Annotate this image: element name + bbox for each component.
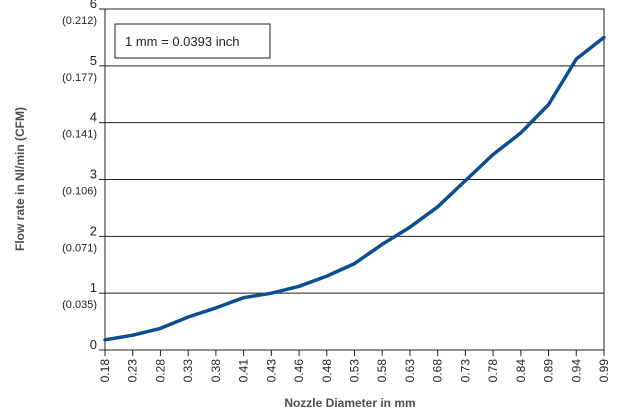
x-tick-label-0.23: 0.23 (126, 359, 140, 383)
data-point-0.48 (325, 274, 328, 278)
x-tick-label-0.46: 0.46 (292, 359, 306, 383)
x-tick-label-0.78: 0.78 (486, 359, 500, 383)
x-tick-label-0.33: 0.33 (181, 359, 195, 383)
x-tick-label-0.58: 0.58 (375, 359, 389, 383)
data-point-0.28 (159, 327, 162, 330)
x-tick-label-0.28: 0.28 (153, 359, 167, 383)
x-tick-label-0.68: 0.68 (431, 359, 445, 383)
y-tick-label-1: 1 (90, 280, 97, 295)
conversion-note-text: 1 mm = 0.0393 inch (125, 34, 240, 49)
y-tick-label-0: 0 (90, 337, 97, 352)
x-tick-label-0.53: 0.53 (348, 359, 362, 383)
x-axis-label: Nozzle Diameter in mm (284, 396, 415, 410)
data-point-0.99 (602, 36, 606, 39)
data-point-0.43 (270, 291, 273, 295)
data-point-0.41 (242, 296, 245, 299)
x-tick-label-0.99: 0.99 (597, 359, 611, 383)
y-axis-label: Flow rate in Nl/min (CFM) (13, 107, 27, 251)
series-line-0 (103, 35, 606, 342)
data-point-0.46 (297, 285, 301, 288)
y-tick-sublabel-4: (0.141) (62, 129, 97, 141)
y-tick-label-3: 3 (90, 167, 97, 182)
data-point-0.38 (214, 306, 218, 310)
y-tick-label-6: 6 (90, 0, 97, 11)
data-point-0.53 (353, 262, 356, 265)
x-tick-label-0.63: 0.63 (403, 359, 417, 383)
y-tick-sublabel-6: (0.212) (62, 15, 97, 27)
y-tick-sublabel-3: (0.106) (62, 186, 97, 198)
y-tick-sublabel-5: (0.177) (62, 72, 97, 84)
data-point-0.84 (519, 131, 523, 135)
y-tick-sublabel-1: (0.035) (62, 299, 97, 311)
x-tick-label-0.41: 0.41 (237, 359, 251, 383)
data-point-0.78 (491, 153, 495, 156)
y-tick-label-5: 5 (90, 53, 97, 68)
x-tick-label-0.89: 0.89 (542, 359, 556, 383)
y-tick-label-4: 4 (90, 110, 97, 125)
x-tick-label-0.84: 0.84 (514, 359, 528, 383)
x-tick-label-0.73: 0.73 (458, 359, 472, 383)
series-layer (103, 35, 606, 342)
x-tick-label-0.43: 0.43 (264, 359, 278, 383)
x-tick-label-0.48: 0.48 (320, 359, 334, 383)
conversion-note: 1 mm = 0.0393 inch (114, 23, 271, 59)
data-point-0.18 (103, 338, 107, 341)
data-point-0.58 (381, 243, 384, 246)
y-tick-label-2: 2 (90, 223, 97, 238)
grid-lines (99, 8, 604, 351)
x-tick-label-0.18: 0.18 (98, 359, 112, 383)
data-point-0.68 (436, 205, 439, 208)
data-point-0.23 (131, 334, 134, 337)
y-tick-labels: 0 1 (0.035) 2 (0.071) 3 (0.106) 4 (0.141) 5 (0.177… (62, 0, 97, 352)
y-tick-sublabel-2: (0.071) (62, 242, 97, 254)
data-point-0.73 (464, 179, 467, 182)
x-tick-marks (104, 350, 605, 356)
data-point-0.63 (408, 226, 412, 229)
data-point-0.89 (547, 103, 550, 106)
conversion-note-box (114, 23, 271, 59)
x-tick-labels: 0.18 0.23 0.28 0.33 0.38 0.41 0.43 0.46 0.48 0.53… (98, 359, 611, 383)
x-tick-label-0.38: 0.38 (209, 359, 223, 383)
data-point-0.33 (186, 315, 190, 319)
x-tick-label-0.94: 0.94 (569, 359, 583, 383)
data-point-0.94 (575, 57, 578, 61)
